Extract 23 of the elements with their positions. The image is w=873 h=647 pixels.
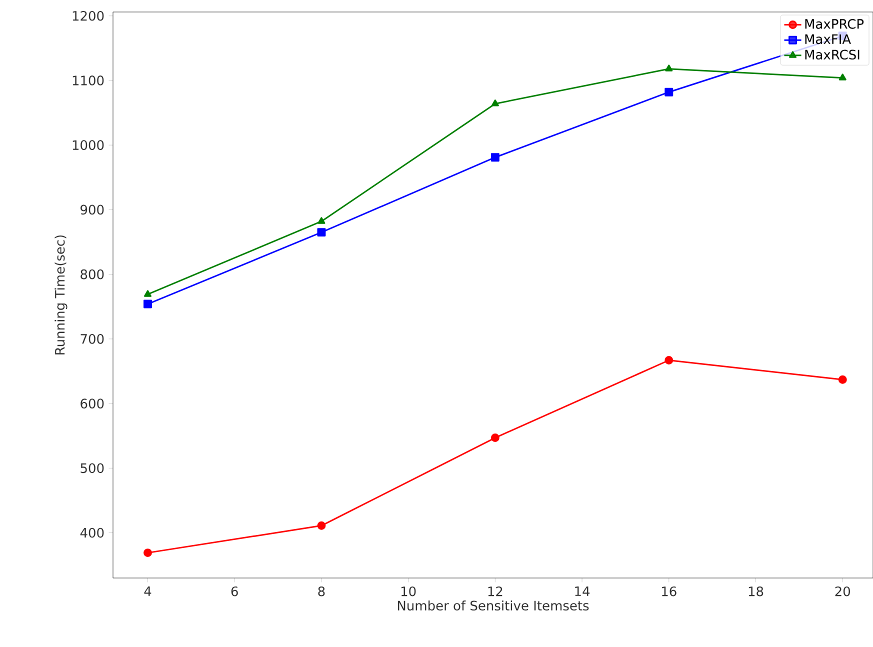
legend-label: MaxPRCP — [805, 19, 864, 29]
y-tick-label: 1100 — [72, 76, 104, 86]
y-tick-label: 900 — [80, 204, 104, 215]
legend-label: MaxFIA — [805, 34, 851, 44]
y-axis-title: Running Time(sec) — [54, 235, 68, 354]
x-tick-label: 10 — [401, 586, 416, 596]
x-tick-label: 8 — [318, 586, 325, 596]
y-tick-label: 400 — [80, 528, 104, 538]
x-tick-label: 4 — [144, 586, 152, 596]
x-tick-label: 18 — [748, 586, 764, 596]
x-tick-label: 16 — [662, 586, 676, 596]
x-axis-title: Number of Sensitive Itemsets — [398, 600, 589, 611]
x-tick-label: 14 — [575, 586, 590, 596]
y-tick-label: 600 — [80, 398, 104, 408]
y-tick-label: 800 — [80, 269, 104, 280]
x-tick-label: 20 — [835, 586, 850, 596]
legend-label: MaxRCSI — [805, 50, 860, 60]
x-tick-label: 6 — [231, 586, 238, 596]
y-tick-label: 1200 — [72, 10, 104, 21]
y-tick-label: 700 — [80, 334, 104, 344]
y-tick-label: 1000 — [72, 140, 104, 150]
y-tick-label: 500 — [80, 463, 104, 474]
x-tick-label: 12 — [488, 586, 502, 596]
